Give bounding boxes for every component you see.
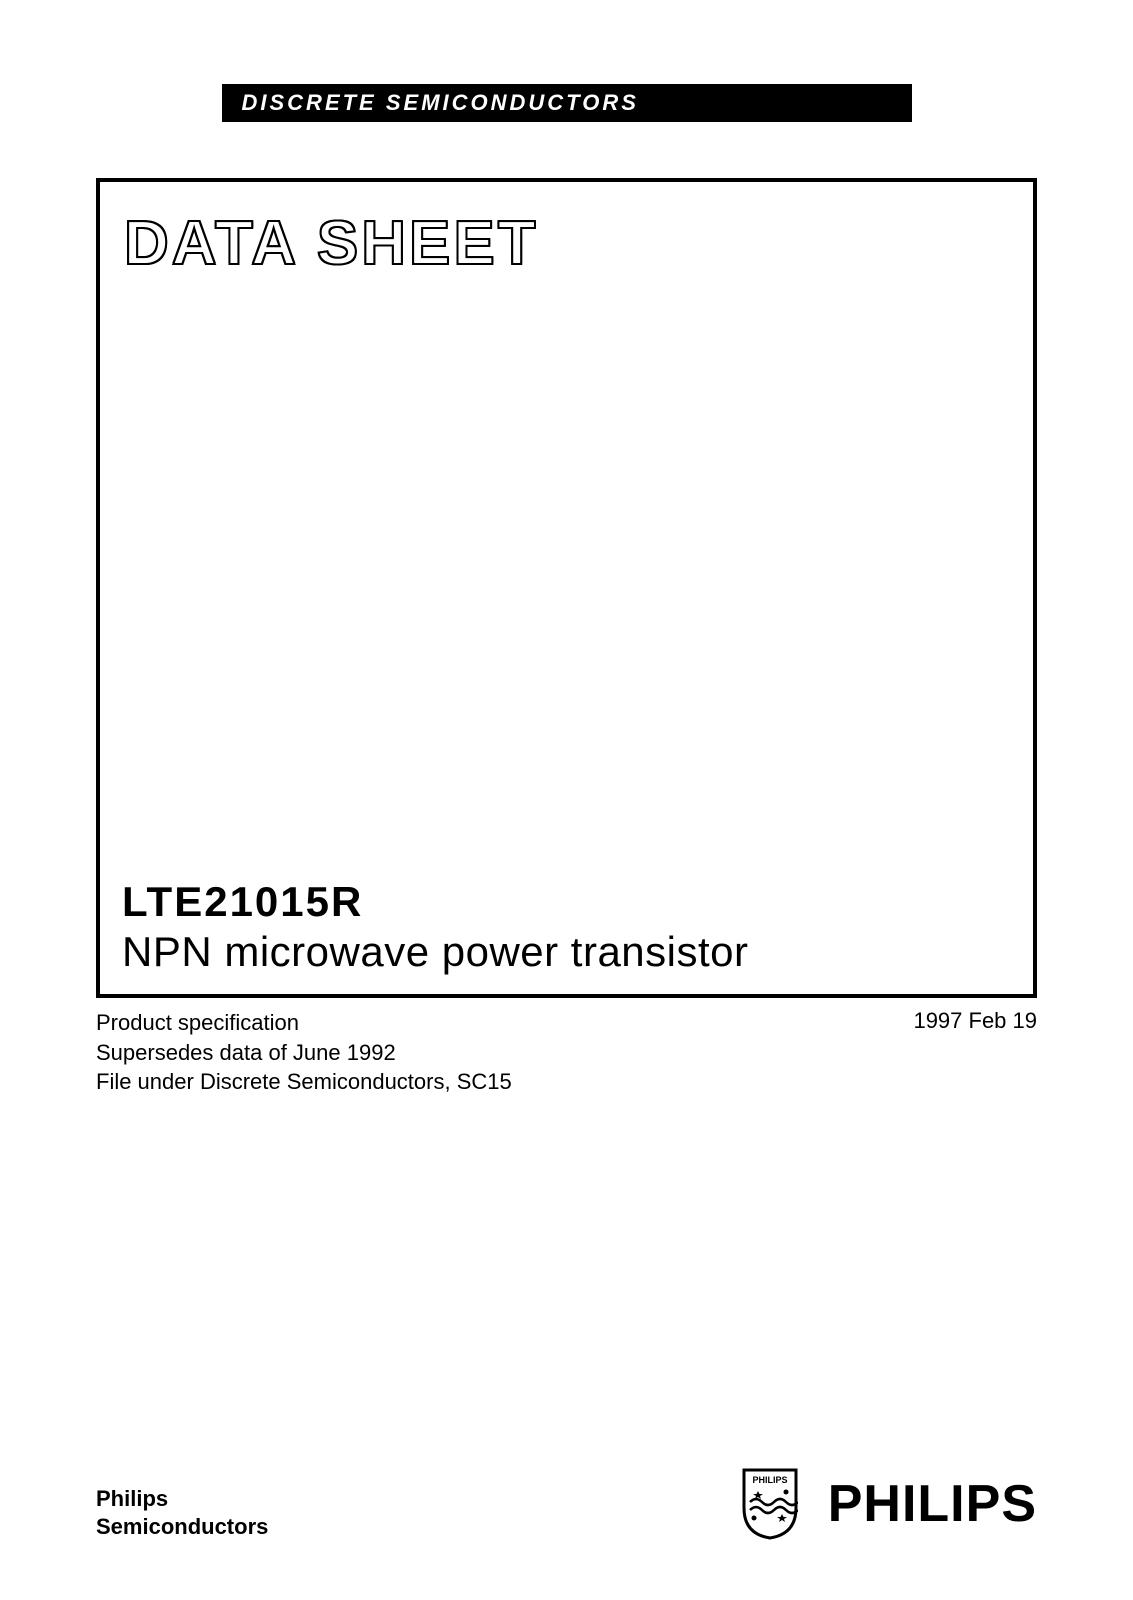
datasheet-title: DATA SHEET — [124, 208, 539, 279]
footer: Philips Semiconductors PHILIPS — [96, 1468, 1037, 1540]
footer-brand-line-2: Semiconductors — [96, 1513, 268, 1541]
brand-shield-icon: PHILIPS — [742, 1468, 798, 1540]
footer-left: Philips Semiconductors — [96, 1485, 268, 1540]
meta-line-3: File under Discrete Semiconductors, SC15 — [96, 1067, 512, 1097]
product-block: LTE21015R NPN microwave power transistor — [122, 878, 1011, 976]
category-bar: DISCRETE SEMICONDUCTORS — [222, 84, 912, 122]
product-code: LTE21015R — [122, 878, 1011, 926]
main-box: DATA SHEET LTE21015R NPN microwave power… — [96, 178, 1037, 998]
meta-date: 1997 Feb 19 — [913, 1008, 1037, 1097]
shield-label: PHILIPS — [752, 1475, 787, 1485]
meta-line-2: Supersedes data of June 1992 — [96, 1038, 512, 1068]
product-description: NPN microwave power transistor — [122, 928, 1011, 976]
meta-left: Product specification Supersedes data of… — [96, 1008, 512, 1097]
meta-row: Product specification Supersedes data of… — [96, 1008, 1037, 1097]
page: DISCRETE SEMICONDUCTORS DATA SHEET LTE21… — [0, 0, 1133, 1600]
meta-line-1: Product specification — [96, 1008, 512, 1038]
footer-brand-line-1: Philips — [96, 1485, 268, 1513]
footer-right: PHILIPS PHILIPS — [742, 1468, 1037, 1540]
brand-wordmark: PHILIPS — [828, 1474, 1037, 1534]
